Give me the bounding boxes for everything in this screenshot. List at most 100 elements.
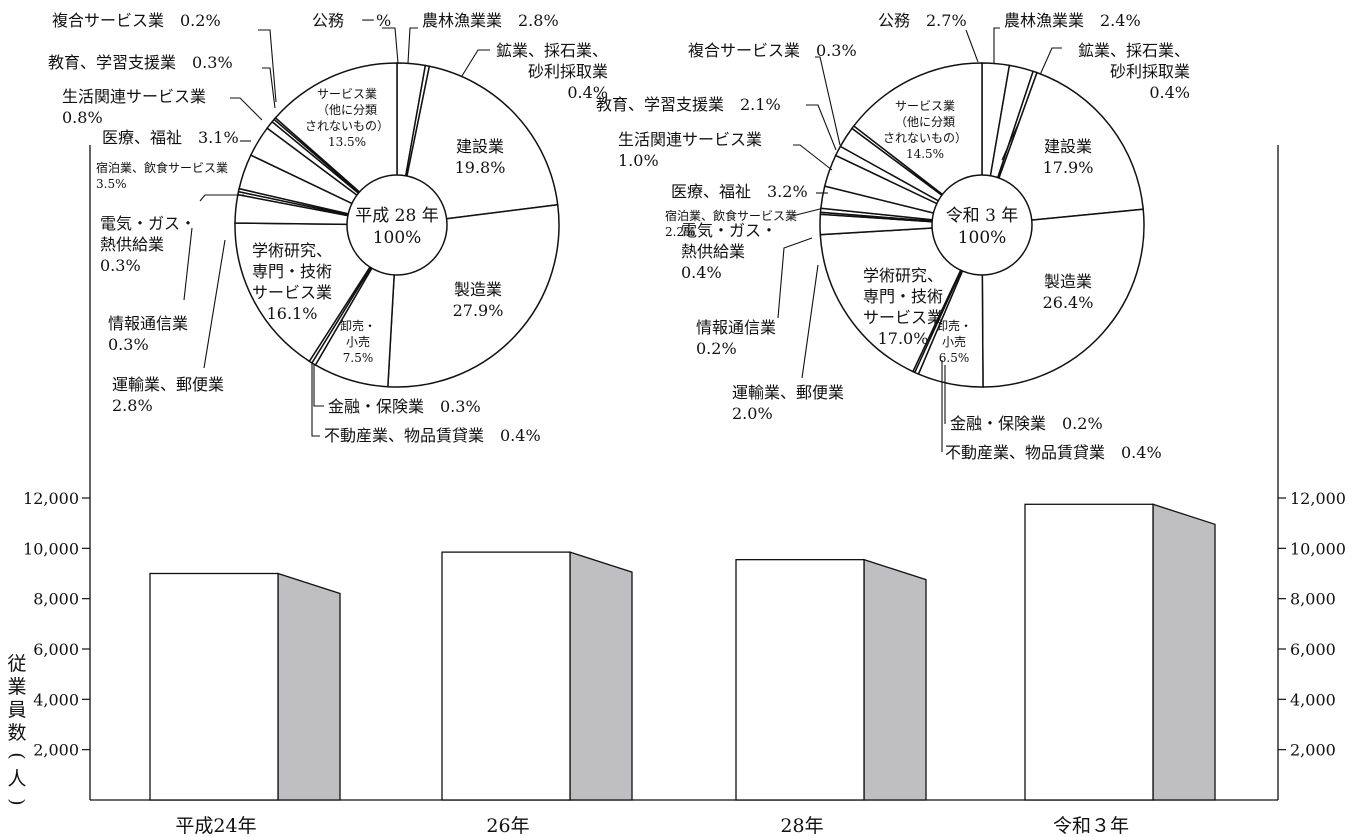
y-tick-label-left: 8,000 [33,590,79,609]
slice-label: 3.5% [96,177,127,191]
slice-label: されないもの） [305,119,389,133]
leader-line [806,104,837,151]
pie-center-label: 100% [958,228,1007,248]
slice-label: 1.0% [618,151,659,170]
slice-label: 0.8% [62,108,103,127]
category-labels: 平成24年 26年 28年 令和３年 [175,815,1129,837]
slice-label: 0.3% [100,256,141,275]
y-tick-label-right: 2,000 [1290,741,1336,760]
leader-line [815,56,841,146]
leader-line [793,144,833,171]
slice-label: 医療、福祉 3.2% [671,182,808,201]
leader-line [407,27,418,64]
slice-label: 公務 2.7% [878,11,967,30]
slice-label: 農林漁業業 2.4% [1004,11,1141,30]
slice-label: サービス業 [895,99,955,113]
y-tick-label-right: 6,000 [1290,640,1336,659]
y-axis-label-char: 従 [7,653,26,675]
slice-label: 情報通信業 [108,314,188,333]
category-label: 令和３年 [1053,815,1129,837]
leader-line [801,264,819,379]
slice-label: 2.0% [732,404,773,423]
slice-label: 0.4% [567,83,608,102]
y-tick-label-right: 12,000 [1290,489,1346,508]
slice-label: 26.4% [1043,293,1094,312]
slice-label: 2.2% [665,225,696,239]
slice-label: サービス業 [317,87,377,101]
slice-label: 0.4% [1149,83,1190,102]
slice-label: 小売 [942,334,966,349]
slice-label: 学術研究、 [863,266,943,285]
bar-side [569,551,633,801]
slice-label: 専門・技術 [252,262,332,281]
slice-label: 鉱業、採石業、 [496,41,608,60]
slice-label: 不動産業、物品賃貸業 0.4% [324,426,541,445]
leader-line [199,194,244,202]
leader-line [203,239,226,369]
slice-label: 7.5% [343,351,374,365]
slice-label: 17.9% [1043,158,1094,177]
slice-label: 卸売・ [936,318,972,333]
bar [149,572,279,801]
slice-label: 生活関連サービス業 [62,87,206,106]
leader-line [230,97,263,121]
leader-line [262,67,276,109]
pie-slice [234,222,399,363]
slice-label: （他に分類 [317,103,377,117]
slice-label: 製造業 [454,280,502,299]
category-label: 26年 [486,815,529,837]
pie-slice [852,62,983,227]
slice-label: 複合サービス業 0.3% [688,41,857,60]
slice-label: 不動産業、物品賃貸業 0.4% [945,443,1162,462]
slice-label: 17.0% [878,329,929,348]
slice-label: 16.1% [267,304,318,323]
leader-line [993,27,1000,63]
bar-side [1152,503,1216,801]
slice-label: 公務 －% [312,11,391,30]
slice-label: 0.4% [681,263,722,282]
bar-side [863,558,927,801]
bar [1024,503,1154,801]
y-tick-label-left: 6,000 [33,640,79,659]
y-ticks: 2,000 2,000 4,000 4,000 6,000 6,000 8,000 8,000… [23,489,1346,760]
pie-center-label: 令和 3 年 [946,206,1019,226]
slice-label: 小売 [346,334,370,349]
leader-line [777,237,813,319]
pie-chart-reiwa-3: 公務 2.7% 農林漁業業 2.4% 鉱業、採石業、砂利採取業 0.4% 建設業 17.9… [596,11,1190,462]
slice-label: 砂利採取業 [528,62,608,81]
slice-label: 運輸業、郵便業 [112,375,224,394]
slice-label: 農林漁業業 2.8% [422,11,559,30]
leader-line [965,29,979,63]
bar-side [277,572,341,801]
leader-line [382,27,399,64]
slice-label: 複合サービス業 0.2% [52,11,221,30]
y-tick-label-left: 2,000 [33,741,79,760]
pie-slice [396,65,559,226]
category-label: 平成24年 [175,815,256,837]
leader-line [258,29,277,103]
pie-center [931,174,1033,276]
y-tick-label-right: 10,000 [1290,539,1346,558]
y-axis-label-char: 人 [7,768,26,790]
leader-line [183,227,193,301]
bar-chart: 2,000 2,000 4,000 4,000 6,000 6,000 8,000 8,000… [6,145,1346,837]
slice-label: 砂利採取業 [1110,62,1190,81]
pie-center-label: 100% [373,228,422,248]
slice-label: 情報通信業 [696,318,776,337]
pie-center [346,174,448,276]
slice-label: 運輸業、郵便業 [732,383,844,402]
bars [149,503,1216,801]
slice-label: 14.5% [906,147,944,161]
y-axis-label-char: ) [6,798,28,805]
slice-label: 卸売・ [340,318,376,333]
slice-label: 製造業 [1044,272,1092,291]
slice-label: 宿泊業、飲食サービス業 [665,208,797,223]
slice-label: 教育、学習支援業 0.3% [48,53,233,72]
slice-label: 鉱業、採石業、 [1078,41,1190,60]
pie-slice [819,224,984,373]
slice-label: 熱供給業 [100,235,164,254]
slice-label: 熱供給業 [681,242,745,261]
slice-label: 建設業 [456,137,504,156]
y-tick-label-right: 4,000 [1290,690,1336,709]
